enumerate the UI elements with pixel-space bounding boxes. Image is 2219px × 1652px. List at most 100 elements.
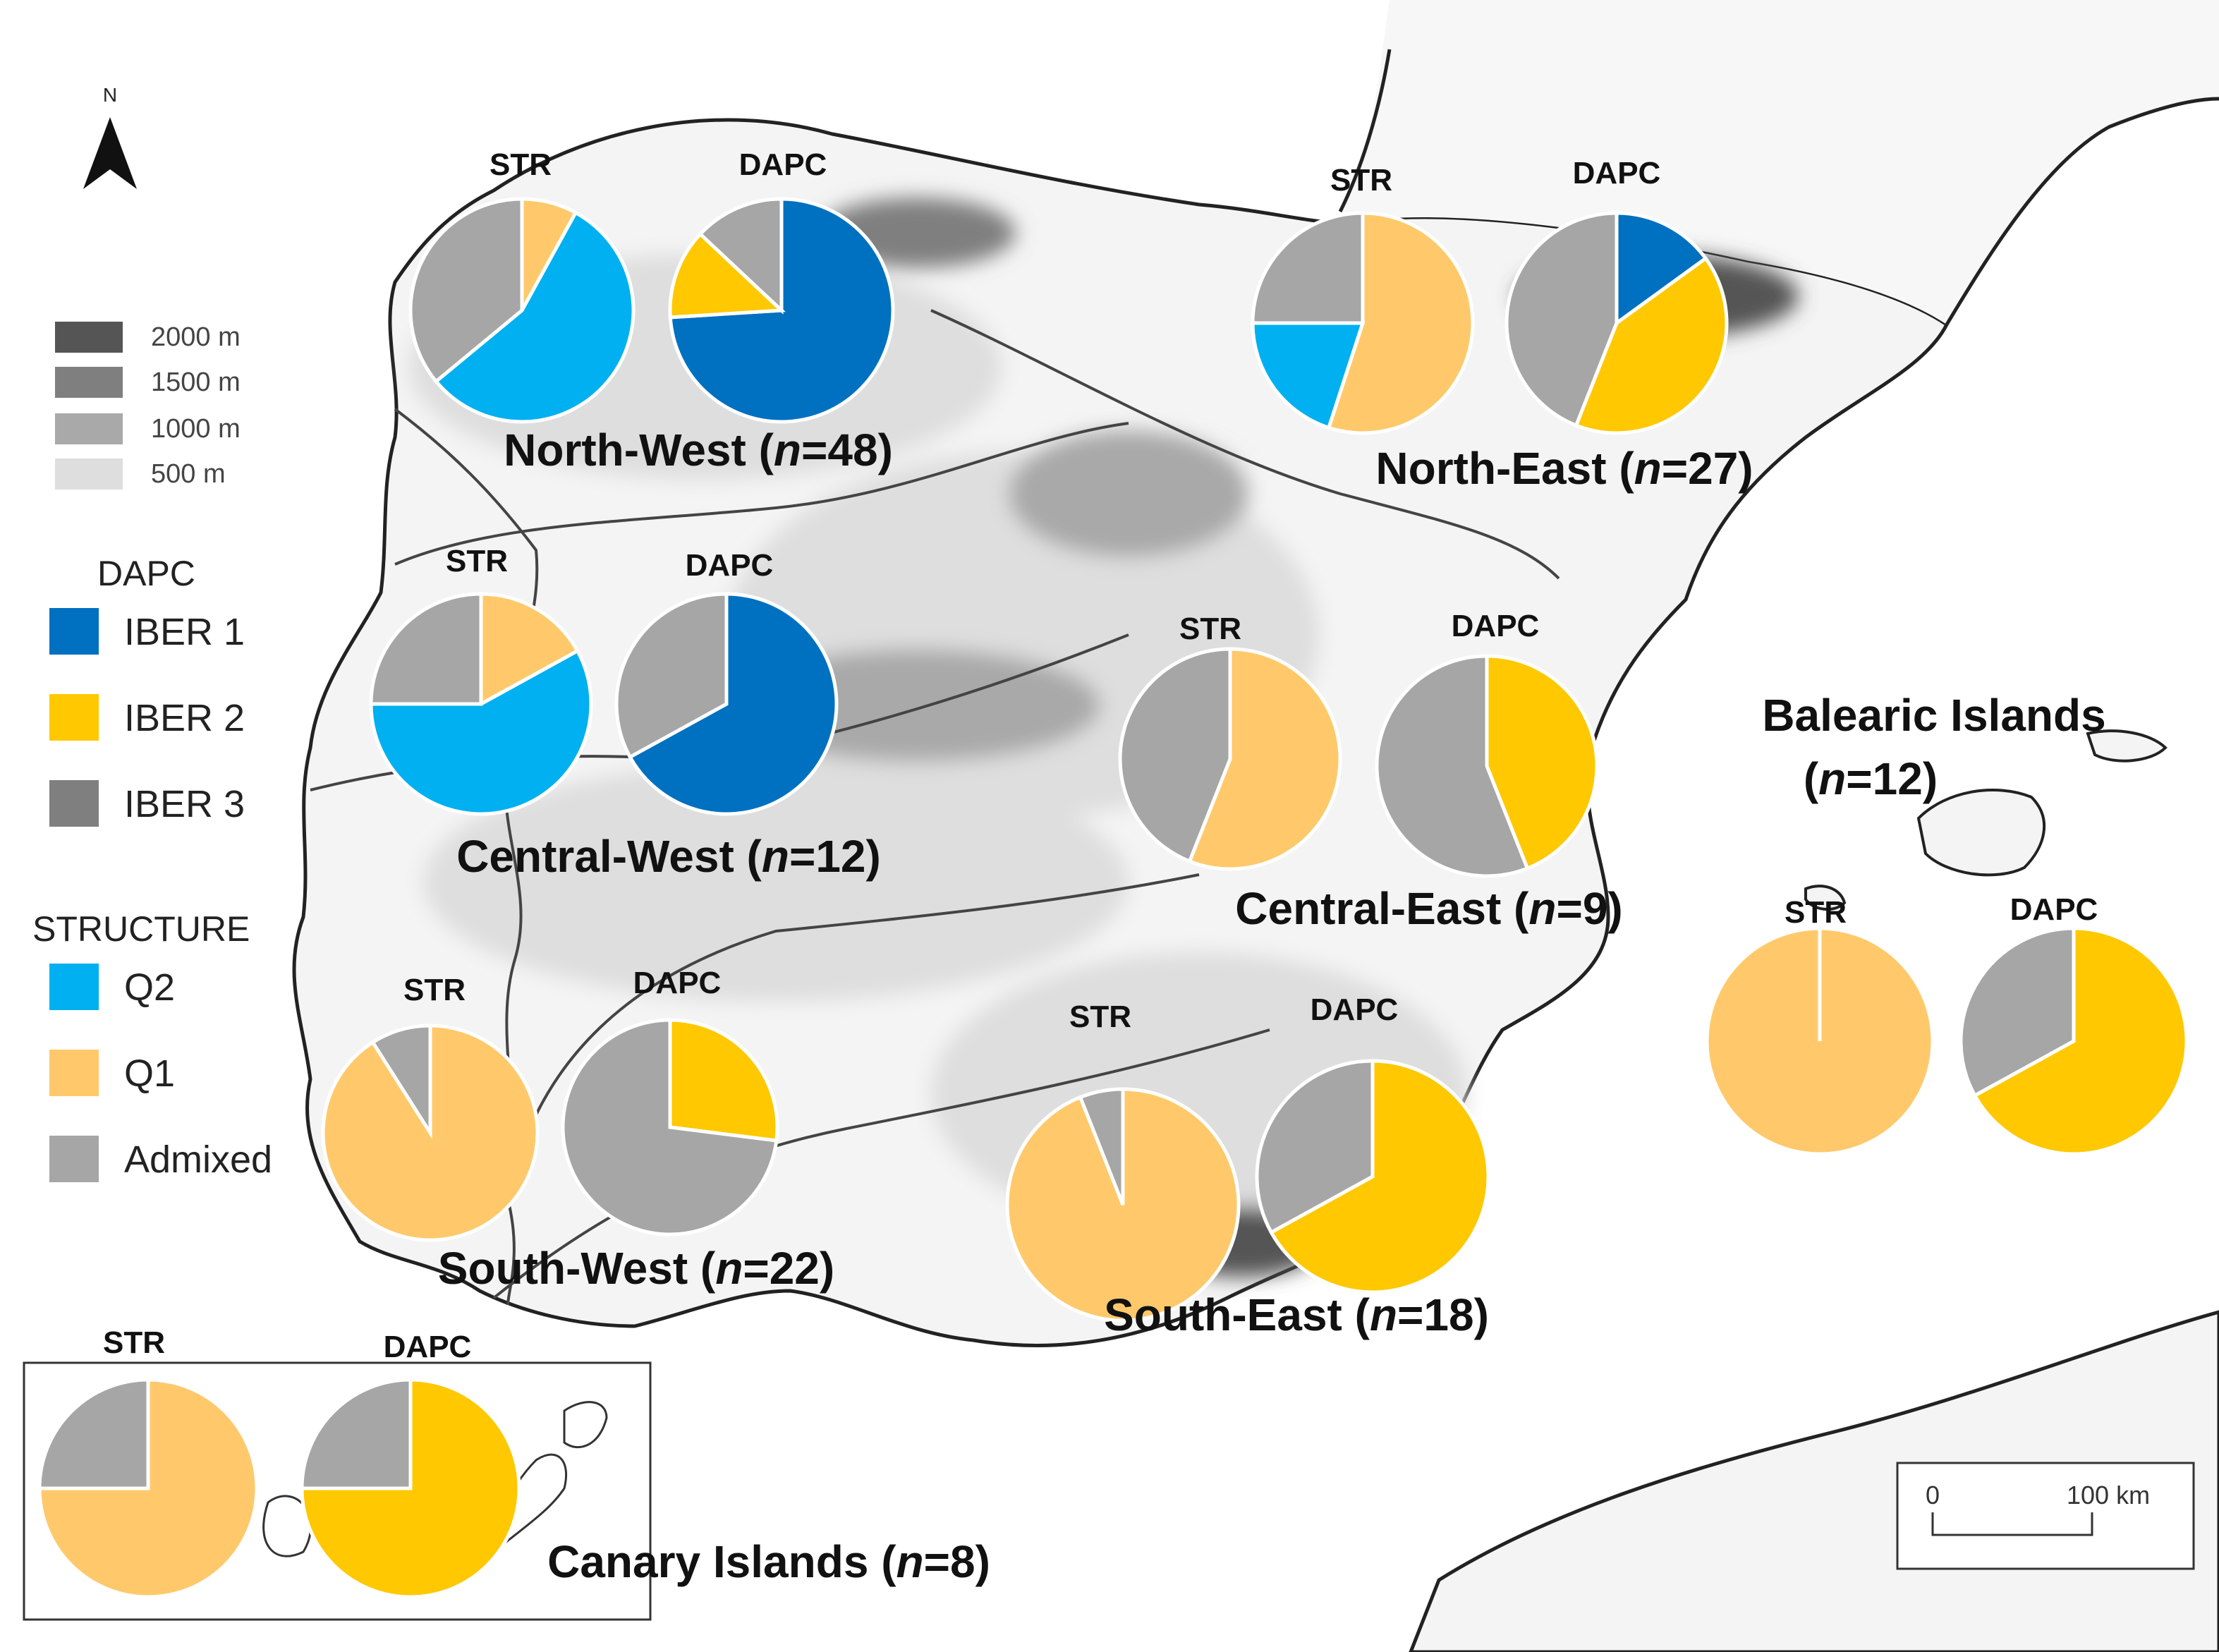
balearic-islands-dapc-pie bbox=[1959, 926, 2189, 1156]
balearic-islands-dapc-pie-slice-iber-2 bbox=[1972, 926, 2189, 1156]
legend-label-1500: 1500 m bbox=[151, 368, 241, 397]
north-west-dapc-pie-slice-admixed bbox=[698, 197, 784, 315]
central-west-dapc-label: DAPC bbox=[686, 548, 774, 583]
scale-bar-line bbox=[1931, 1512, 2093, 1536]
south-east-str-pie bbox=[1005, 1087, 1241, 1323]
menorca-island bbox=[2086, 729, 2168, 763]
north-west-dapc-label: DAPC bbox=[739, 147, 827, 182]
north-west-dapc-pie-slice-iber-2 bbox=[668, 231, 786, 320]
mallorca-island bbox=[1916, 789, 2046, 877]
north-arrow: N bbox=[83, 84, 137, 189]
south-east-dapc-label: DAPC bbox=[1311, 992, 1399, 1027]
river-guadiana bbox=[506, 873, 1200, 1200]
legend-swatch-1500 bbox=[55, 367, 123, 398]
legend-label-iber1: IBER 1 bbox=[124, 611, 245, 653]
central-west-str-pie-slice-admixed bbox=[369, 592, 483, 706]
north-east-dapc-pie bbox=[1504, 211, 1729, 435]
north-east-region-label: North-East (n=27) bbox=[1375, 443, 1753, 494]
central-west-region-label: Central-West (n=12) bbox=[456, 831, 881, 882]
legend-label-500: 500 m bbox=[151, 459, 226, 489]
south-west-dapc-label: DAPC bbox=[633, 966, 722, 1000]
balearic-islands-dapc-pie-slice-admixed bbox=[1959, 926, 2076, 1098]
canary-islands-str-pie bbox=[37, 1378, 259, 1599]
balearic-islands-str-label: STR bbox=[1785, 895, 1847, 930]
scale-bar: 0 100 km bbox=[1896, 1462, 2195, 1570]
south-west-str-pie bbox=[321, 1024, 540, 1242]
south-east-region-label: South-East (n=18) bbox=[1104, 1289, 1489, 1340]
central-west-dapc-pie-slice-iber-1 bbox=[627, 592, 839, 816]
central-east-dapc-label: DAPC bbox=[1452, 609, 1540, 643]
north-east-dapc-pie-slice-admixed bbox=[1504, 211, 1619, 428]
south-east-str-label: STR bbox=[1069, 1000, 1131, 1034]
legend-swatch-q1 bbox=[49, 1050, 99, 1096]
scale-bar-frame bbox=[1896, 1462, 2195, 1570]
south-west-region-label: South-West (n=22) bbox=[438, 1243, 834, 1294]
north-east-dapc-pie-slice-iber-2 bbox=[1574, 255, 1729, 435]
france-landmass bbox=[1340, 0, 2219, 324]
legend-swatch-q2 bbox=[49, 964, 99, 1010]
canary-islands-str-label: STR bbox=[103, 1325, 165, 1360]
north-east-str-pie-slice-admixed bbox=[1251, 211, 1365, 325]
canary-islands-str-pie-slice-q1 bbox=[37, 1378, 259, 1599]
central-east-str-pie bbox=[1118, 647, 1342, 871]
legend-label-2000: 2000 m bbox=[151, 322, 241, 352]
south-west-dapc-pie-slice-admixed bbox=[561, 1018, 779, 1237]
central-west-dapc-pie-slice-admixed bbox=[614, 592, 729, 760]
legend-label-q2: Q2 bbox=[124, 966, 175, 1009]
scale-bar-end: 100 km bbox=[2067, 1481, 2150, 1510]
structure-legend: STRUCTURE Q2 Q1 Admixed bbox=[32, 909, 272, 1182]
south-west-dapc-pie-slice-iber-2 bbox=[668, 1018, 779, 1143]
dapc-legend-title: DAPC bbox=[97, 554, 195, 593]
balearic-islands-region-label: Balearic Islands (n=12) bbox=[1762, 690, 2105, 804]
balearic-islands-str-pie bbox=[1705, 926, 1935, 1156]
central-east-str-pie-slice-admixed bbox=[1118, 647, 1232, 864]
dapc-legend: DAPC IBER 1 IBER 2 IBER 3 bbox=[49, 554, 245, 827]
legend-swatch-iber2 bbox=[49, 694, 99, 741]
north-west-str-pie-slice-admixed bbox=[408, 197, 524, 384]
legend-label-q1: Q1 bbox=[124, 1052, 175, 1095]
central-west-str-pie-slice-q2 bbox=[369, 648, 593, 816]
river-duero bbox=[394, 422, 1129, 566]
legend-label-admixed: Admixed bbox=[124, 1138, 272, 1181]
legend: 2000 m 1500 m 1000 m 500 m DAPC IBER 1 I… bbox=[32, 322, 272, 1182]
south-east-dapc-pie-slice-admixed bbox=[1255, 1059, 1375, 1235]
iberian-system-1000m bbox=[1009, 430, 1248, 557]
canary-islands-dapc-pie-slice-admixed bbox=[300, 1378, 413, 1490]
south-east-str-pie-slice-admixed bbox=[1078, 1087, 1125, 1205]
north-west-str-pie-slice-q2 bbox=[433, 210, 636, 424]
legend-swatch-iber1 bbox=[49, 608, 99, 655]
north-west-region-label: North-West (n=48) bbox=[504, 425, 893, 475]
south-east-dapc-pie-slice-iber-2 bbox=[1268, 1059, 1490, 1294]
legend-swatch-iber3 bbox=[49, 780, 99, 827]
central-west-dapc-pie bbox=[614, 592, 839, 816]
south-west-dapc-pie bbox=[561, 1018, 779, 1237]
central-east-str-label: STR bbox=[1179, 612, 1241, 646]
legend-swatch-1000 bbox=[55, 413, 123, 444]
canary-islands-str-pie-slice-admixed bbox=[37, 1378, 150, 1490]
structure-legend-title: STRUCTURE bbox=[32, 909, 250, 949]
borders-and-rivers bbox=[310, 309, 1560, 1306]
legend-label-iber3: IBER 3 bbox=[124, 783, 245, 825]
south-west-str-pie-slice-admixed bbox=[370, 1024, 432, 1139]
pie-charts: STR DAPC North-West (n=48) STR DAPC North-Eas… bbox=[37, 147, 2189, 1599]
legend-swatch-2000 bbox=[55, 322, 123, 353]
ibiza-island bbox=[1804, 885, 1847, 911]
north-west-str-label: STR bbox=[490, 147, 552, 182]
river-ebro bbox=[930, 309, 1560, 580]
north-west-str-pie bbox=[408, 197, 636, 424]
central-west-str-label: STR bbox=[446, 544, 508, 578]
legend-label-iber2: IBER 2 bbox=[124, 697, 245, 739]
south-east-dapc-pie bbox=[1255, 1059, 1490, 1294]
legend-swatch-500 bbox=[55, 458, 123, 490]
central-east-region-label: Central-East (n=9) bbox=[1235, 883, 1622, 934]
north-arrow-label: N bbox=[103, 84, 117, 106]
elevation-legend: 2000 m 1500 m 1000 m 500 m bbox=[55, 322, 241, 490]
central-west-str-pie-slice-q1 bbox=[479, 592, 580, 707]
meseta-south-500m bbox=[423, 762, 1129, 1002]
river-guadalquivir bbox=[492, 1028, 1270, 1299]
balearic-islands-dapc-label: DAPC bbox=[2010, 892, 2098, 927]
legend-label-1000: 1000 m bbox=[151, 414, 241, 444]
canary-islands-dapc-label: DAPC bbox=[384, 1330, 472, 1364]
canary-islands-dapc-pie bbox=[300, 1378, 521, 1599]
